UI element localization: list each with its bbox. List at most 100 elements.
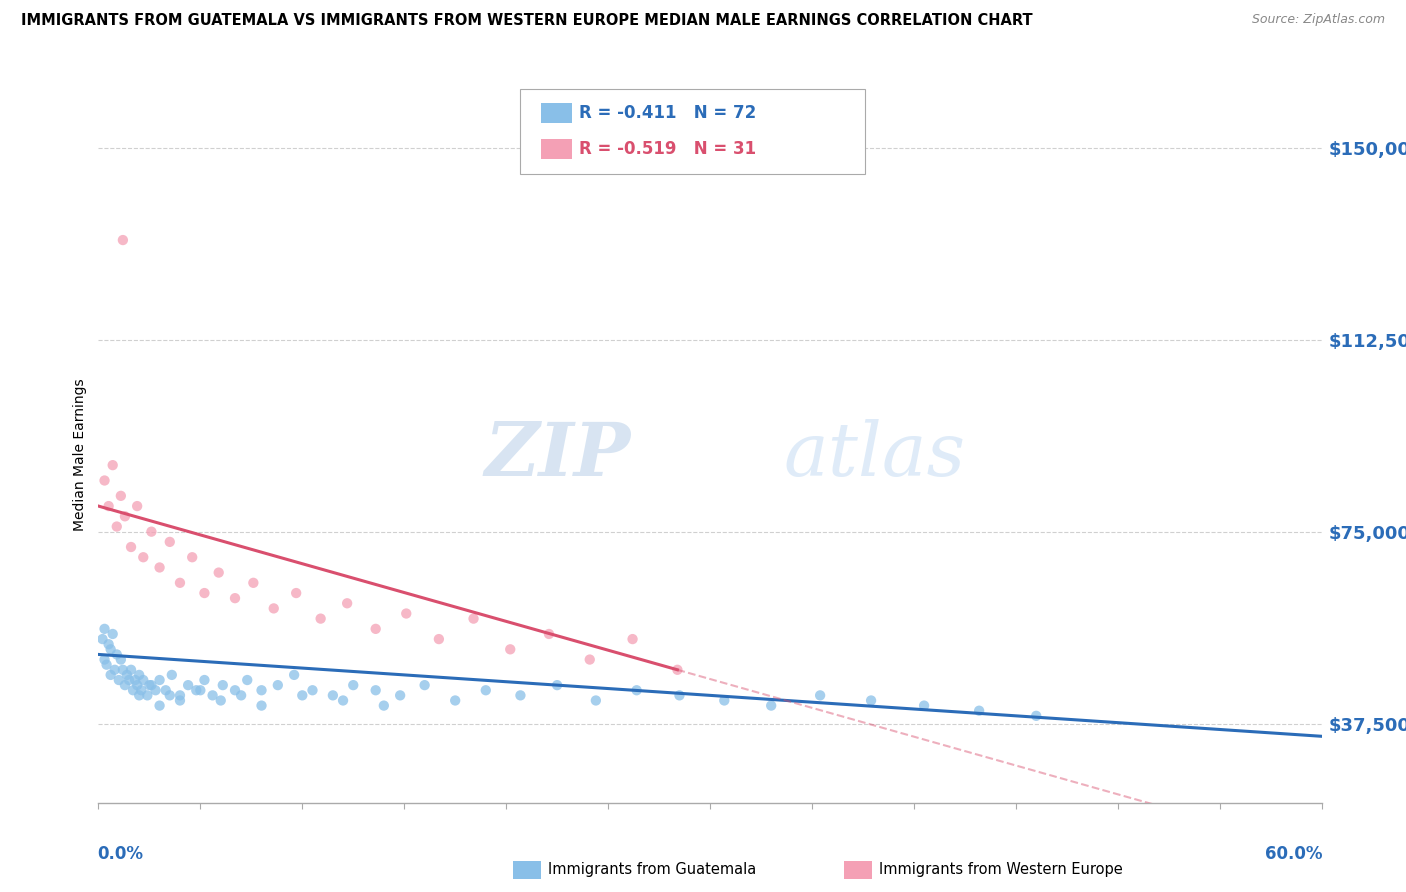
Point	[160, 668, 183, 682]
Point	[132, 550, 155, 565]
Point	[136, 689, 159, 703]
Point	[101, 458, 124, 472]
Point	[93, 474, 115, 488]
Point	[169, 693, 191, 707]
Point	[105, 648, 128, 662]
Point	[621, 632, 644, 646]
Point	[509, 689, 531, 703]
Text: R = -0.411   N = 72: R = -0.411 N = 72	[579, 104, 756, 122]
Point	[364, 622, 387, 636]
Text: ZIP: ZIP	[484, 418, 630, 491]
Point	[129, 683, 152, 698]
Point	[122, 683, 145, 698]
Point	[395, 607, 418, 621]
Point	[427, 632, 450, 646]
Point	[444, 693, 467, 707]
Point	[193, 586, 215, 600]
Point	[145, 683, 167, 698]
Point	[236, 673, 259, 687]
Text: 60.0%: 60.0%	[1265, 845, 1323, 863]
Point	[111, 233, 134, 247]
Point	[267, 678, 290, 692]
Point	[364, 683, 387, 698]
Point	[149, 698, 172, 713]
Point	[159, 689, 181, 703]
Point	[149, 560, 172, 574]
Point	[546, 678, 568, 692]
Point	[141, 678, 163, 692]
Text: IMMIGRANTS FROM GUATEMALA VS IMMIGRANTS FROM WESTERN EUROPE MEDIAN MALE EARNINGS: IMMIGRANTS FROM GUATEMALA VS IMMIGRANTS …	[21, 13, 1033, 29]
Point	[114, 678, 136, 692]
Point	[463, 612, 485, 626]
Point	[124, 673, 146, 687]
Point	[120, 663, 142, 677]
Point	[127, 678, 149, 692]
Point	[93, 652, 115, 666]
Point	[224, 591, 246, 606]
Point	[177, 678, 200, 692]
Point	[115, 668, 138, 682]
Point	[626, 683, 648, 698]
Point	[110, 652, 132, 666]
Y-axis label: Median Male Earnings: Median Male Earnings	[73, 378, 87, 532]
Point	[585, 693, 607, 707]
Point	[114, 509, 136, 524]
Point	[291, 689, 314, 703]
Point	[713, 693, 735, 707]
Point	[342, 678, 364, 692]
Point	[912, 698, 935, 713]
Point	[97, 637, 120, 651]
Point	[283, 668, 305, 682]
Point	[967, 704, 990, 718]
Point	[332, 693, 354, 707]
Point	[263, 601, 285, 615]
Point	[110, 489, 132, 503]
Point	[169, 689, 191, 703]
Point	[209, 693, 232, 707]
Point	[104, 663, 127, 677]
Text: Source: ZipAtlas.com: Source: ZipAtlas.com	[1251, 13, 1385, 27]
Point	[149, 673, 172, 687]
Point	[188, 683, 212, 698]
Point	[242, 575, 264, 590]
Point	[186, 683, 208, 698]
Point	[128, 668, 150, 682]
Point	[97, 499, 120, 513]
Point	[128, 689, 150, 703]
Point	[373, 698, 395, 713]
Text: R = -0.519   N = 31: R = -0.519 N = 31	[579, 140, 756, 158]
Point	[132, 673, 155, 687]
Point	[666, 663, 689, 677]
Point	[301, 683, 323, 698]
Point	[578, 652, 600, 666]
Point	[250, 683, 273, 698]
Point	[118, 673, 141, 687]
Point	[231, 689, 253, 703]
Point	[100, 668, 122, 682]
Point	[181, 550, 204, 565]
Text: atlas: atlas	[783, 418, 966, 491]
Point	[100, 642, 122, 657]
Point	[322, 689, 344, 703]
Point	[120, 540, 142, 554]
Point	[208, 566, 231, 580]
Point	[285, 586, 308, 600]
Point	[155, 683, 177, 698]
Point	[336, 596, 359, 610]
Text: Immigrants from Guatemala: Immigrants from Guatemala	[548, 863, 756, 877]
Point	[91, 632, 114, 646]
Point	[108, 673, 131, 687]
Text: Immigrants from Western Europe: Immigrants from Western Europe	[879, 863, 1122, 877]
Point	[761, 698, 783, 713]
Point	[169, 575, 191, 590]
Point	[101, 627, 124, 641]
Text: 0.0%: 0.0%	[97, 845, 143, 863]
Point	[668, 689, 690, 703]
Point	[537, 627, 560, 641]
Point	[808, 689, 831, 703]
Point	[159, 534, 181, 549]
Point	[127, 499, 149, 513]
Point	[96, 657, 118, 672]
Point	[138, 678, 160, 692]
Point	[111, 663, 134, 677]
